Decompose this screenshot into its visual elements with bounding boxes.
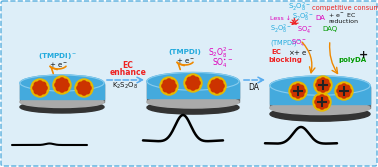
Circle shape bbox=[60, 78, 64, 83]
Circle shape bbox=[34, 82, 39, 87]
Circle shape bbox=[187, 84, 192, 89]
Text: S$_2$O$_8^{2-}$: S$_2$O$_8^{2-}$ bbox=[292, 11, 314, 25]
Text: reduction: reduction bbox=[328, 19, 358, 24]
Circle shape bbox=[160, 77, 178, 95]
Text: SO$_4^-$: SO$_4^-$ bbox=[291, 37, 307, 48]
Circle shape bbox=[208, 77, 226, 95]
Circle shape bbox=[299, 85, 304, 90]
Polygon shape bbox=[147, 81, 239, 98]
Ellipse shape bbox=[20, 101, 104, 113]
Circle shape bbox=[317, 79, 322, 84]
Circle shape bbox=[337, 89, 342, 93]
Circle shape bbox=[186, 80, 191, 86]
Circle shape bbox=[315, 100, 320, 104]
Circle shape bbox=[319, 104, 324, 109]
Circle shape bbox=[38, 86, 42, 90]
Circle shape bbox=[78, 82, 83, 87]
Circle shape bbox=[342, 93, 346, 98]
Circle shape bbox=[60, 87, 64, 92]
Circle shape bbox=[215, 88, 220, 93]
Circle shape bbox=[163, 87, 168, 92]
Circle shape bbox=[296, 84, 301, 89]
Circle shape bbox=[167, 84, 171, 88]
Circle shape bbox=[342, 84, 346, 89]
Polygon shape bbox=[20, 84, 104, 102]
Circle shape bbox=[324, 79, 329, 84]
Circle shape bbox=[323, 103, 328, 108]
Circle shape bbox=[85, 82, 90, 87]
Polygon shape bbox=[20, 83, 104, 99]
Circle shape bbox=[320, 100, 324, 104]
Ellipse shape bbox=[147, 72, 239, 90]
Circle shape bbox=[56, 86, 61, 91]
Text: enhance: enhance bbox=[110, 68, 146, 77]
Circle shape bbox=[218, 80, 223, 85]
Circle shape bbox=[170, 87, 175, 92]
Text: EC: EC bbox=[122, 61, 133, 70]
Circle shape bbox=[37, 90, 42, 95]
Circle shape bbox=[86, 86, 91, 90]
Text: DA: DA bbox=[315, 15, 325, 21]
Circle shape bbox=[314, 76, 332, 94]
Circle shape bbox=[191, 76, 195, 81]
Circle shape bbox=[195, 80, 200, 86]
Circle shape bbox=[170, 80, 175, 85]
Text: EC: EC bbox=[271, 49, 281, 55]
Circle shape bbox=[296, 89, 300, 93]
Circle shape bbox=[85, 89, 90, 94]
Polygon shape bbox=[147, 82, 239, 102]
Text: SO$_4^{\bullet-}$: SO$_4^{\bullet-}$ bbox=[212, 56, 234, 69]
Circle shape bbox=[41, 89, 46, 94]
Text: +: + bbox=[359, 50, 369, 60]
Circle shape bbox=[218, 87, 223, 92]
Circle shape bbox=[292, 92, 297, 97]
Circle shape bbox=[77, 86, 82, 90]
Text: blocking: blocking bbox=[268, 57, 302, 63]
Circle shape bbox=[75, 79, 93, 97]
Circle shape bbox=[335, 82, 353, 100]
Text: + e$^-$ EC: + e$^-$ EC bbox=[328, 11, 356, 19]
Ellipse shape bbox=[270, 107, 370, 121]
Text: SO$_4^-$: SO$_4^-$ bbox=[297, 24, 313, 35]
Circle shape bbox=[210, 84, 215, 89]
Circle shape bbox=[41, 82, 46, 87]
Text: (TMPDI)$^-$: (TMPDI)$^-$ bbox=[38, 51, 78, 61]
Circle shape bbox=[215, 79, 220, 84]
Circle shape bbox=[324, 86, 329, 91]
Circle shape bbox=[56, 79, 61, 84]
Circle shape bbox=[338, 92, 343, 97]
Text: DAQ: DAQ bbox=[322, 26, 337, 32]
Text: (TMPDI)$^-$: (TMPDI)$^-$ bbox=[270, 39, 302, 48]
Circle shape bbox=[346, 89, 351, 93]
Polygon shape bbox=[270, 87, 370, 108]
Text: DA: DA bbox=[248, 83, 260, 92]
Ellipse shape bbox=[270, 76, 370, 95]
Circle shape bbox=[215, 84, 219, 88]
Ellipse shape bbox=[270, 101, 370, 115]
Circle shape bbox=[42, 86, 47, 90]
Circle shape bbox=[63, 86, 68, 91]
Circle shape bbox=[167, 88, 172, 93]
Circle shape bbox=[292, 85, 297, 90]
Circle shape bbox=[345, 85, 350, 90]
Circle shape bbox=[187, 77, 192, 82]
Circle shape bbox=[342, 89, 346, 93]
Text: S$_2$O$_8^{2-}$: S$_2$O$_8^{2-}$ bbox=[208, 46, 234, 60]
Text: competitive consumption: competitive consumption bbox=[312, 5, 378, 11]
Circle shape bbox=[338, 85, 343, 90]
Circle shape bbox=[33, 86, 38, 90]
Circle shape bbox=[321, 78, 325, 83]
Circle shape bbox=[171, 84, 176, 89]
Circle shape bbox=[191, 85, 195, 90]
Circle shape bbox=[211, 80, 216, 85]
Circle shape bbox=[316, 103, 321, 108]
Text: (TMPDI): (TMPDI) bbox=[169, 49, 201, 55]
Text: + e$^-$: + e$^-$ bbox=[48, 60, 68, 69]
Circle shape bbox=[321, 83, 325, 87]
Circle shape bbox=[345, 92, 350, 97]
Circle shape bbox=[82, 86, 86, 90]
Circle shape bbox=[324, 100, 329, 104]
Circle shape bbox=[184, 74, 202, 92]
Circle shape bbox=[219, 84, 224, 89]
